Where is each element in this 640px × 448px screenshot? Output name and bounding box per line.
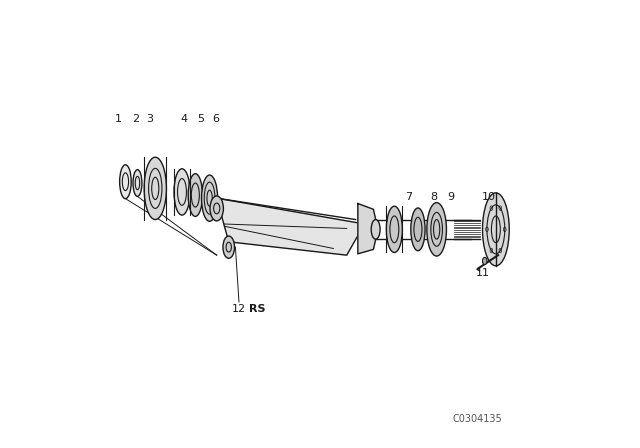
Ellipse shape [387, 206, 403, 253]
Text: 1: 1 [115, 114, 122, 125]
Text: 11: 11 [476, 268, 490, 278]
Text: 6: 6 [212, 114, 219, 125]
Text: 5: 5 [198, 114, 205, 125]
Text: 9: 9 [447, 192, 454, 202]
Ellipse shape [210, 196, 223, 221]
Text: 8: 8 [430, 192, 437, 202]
Ellipse shape [133, 170, 142, 196]
Ellipse shape [483, 193, 509, 266]
Ellipse shape [120, 165, 131, 198]
Ellipse shape [174, 169, 190, 215]
Text: 7: 7 [406, 192, 413, 202]
Ellipse shape [427, 202, 447, 256]
Text: 12: 12 [232, 304, 246, 314]
Text: 2: 2 [132, 114, 139, 125]
Polygon shape [217, 198, 365, 255]
Text: 10: 10 [482, 192, 496, 202]
Ellipse shape [411, 208, 425, 251]
Ellipse shape [188, 174, 202, 216]
Ellipse shape [202, 175, 218, 221]
Text: 3: 3 [147, 114, 154, 125]
Text: C0304135: C0304135 [452, 414, 502, 424]
Text: RS: RS [250, 304, 266, 314]
Ellipse shape [144, 157, 166, 220]
Ellipse shape [371, 220, 380, 239]
Ellipse shape [483, 258, 487, 264]
Polygon shape [358, 203, 378, 254]
Ellipse shape [223, 236, 234, 258]
Text: 4: 4 [180, 114, 188, 125]
